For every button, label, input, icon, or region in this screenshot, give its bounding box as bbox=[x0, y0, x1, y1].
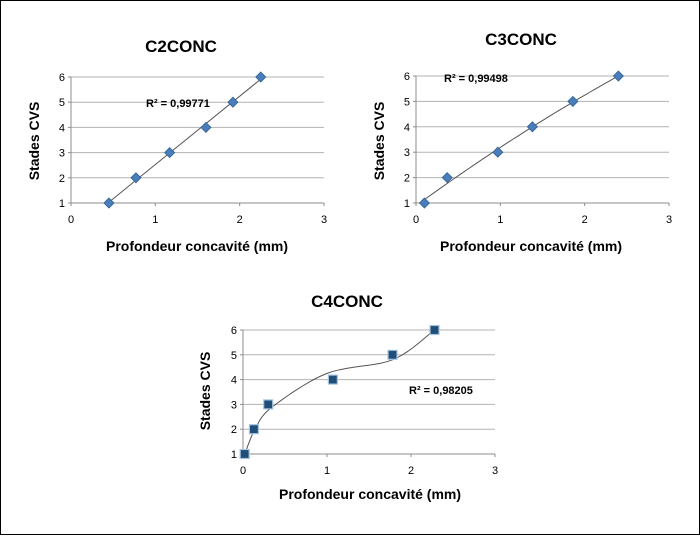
chart-title: C4CONC bbox=[311, 292, 383, 311]
x-tick-label: 2 bbox=[582, 214, 588, 226]
x-axis-label: Profondeur concavité (mm) bbox=[106, 238, 288, 254]
data-point bbox=[130, 172, 142, 184]
x-tick-label: 3 bbox=[666, 214, 672, 226]
x-tick-label: 0 bbox=[240, 465, 246, 477]
data-point bbox=[255, 71, 267, 83]
y-tick-label: 2 bbox=[404, 173, 410, 185]
x-tick-label: 1 bbox=[497, 214, 503, 226]
data-point bbox=[248, 424, 260, 435]
y-tick-label: 1 bbox=[404, 198, 410, 210]
data-point bbox=[103, 197, 115, 209]
y-tick-label: 1 bbox=[59, 198, 65, 210]
y-tick-label: 2 bbox=[231, 424, 237, 436]
y-tick-label: 4 bbox=[59, 122, 65, 134]
y-tick-label: 1 bbox=[231, 449, 237, 461]
data-point bbox=[492, 146, 504, 158]
y-axis-label: Stades CVS bbox=[26, 102, 42, 181]
data-point bbox=[327, 374, 338, 385]
data-point bbox=[441, 172, 453, 184]
y-tick-label: 4 bbox=[404, 122, 410, 134]
x-tick-label: 2 bbox=[237, 214, 243, 226]
data-point bbox=[429, 324, 440, 336]
y-axis-label: Stades CVS bbox=[197, 352, 213, 431]
x-tick-label: 3 bbox=[321, 214, 327, 226]
x-axis-label: Profondeur concavité (mm) bbox=[440, 238, 622, 254]
y-tick-label: 3 bbox=[59, 148, 65, 160]
y-axis-label: Stades CVS bbox=[371, 102, 387, 181]
x-axis-label: Profondeur concavité (mm) bbox=[279, 486, 461, 502]
y-tick-label: 5 bbox=[231, 350, 237, 362]
x-tick-label: 1 bbox=[324, 465, 330, 477]
data-point bbox=[387, 349, 398, 360]
y-tick-label: 5 bbox=[404, 96, 410, 108]
y-tick-label: 6 bbox=[231, 325, 237, 337]
x-tick-label: 2 bbox=[408, 465, 414, 477]
trendline bbox=[424, 75, 619, 201]
data-point bbox=[239, 448, 250, 460]
y-tick-label: 3 bbox=[404, 147, 410, 159]
data-point bbox=[200, 121, 212, 133]
trendline bbox=[106, 77, 263, 204]
x-tick-label: 1 bbox=[152, 214, 158, 226]
x-tick-label: 3 bbox=[492, 465, 498, 477]
r-squared-label: R² = 0,99771 bbox=[146, 98, 210, 110]
y-tick-label: 5 bbox=[59, 97, 65, 109]
chart-title: C2CONC bbox=[145, 37, 217, 56]
y-tick-label: 2 bbox=[59, 173, 65, 185]
r-squared-label: R² = 0,99498 bbox=[444, 73, 508, 85]
y-tick-label: 6 bbox=[404, 71, 410, 83]
data-point bbox=[227, 96, 239, 108]
y-tick-label: 6 bbox=[59, 72, 65, 84]
x-tick-label: 0 bbox=[413, 214, 419, 226]
trendline bbox=[244, 329, 435, 455]
y-tick-label: 4 bbox=[231, 375, 237, 387]
data-point bbox=[263, 399, 274, 410]
chart-title: C3CONC bbox=[485, 30, 557, 49]
data-point bbox=[418, 197, 430, 209]
y-tick-label: 3 bbox=[231, 399, 237, 411]
r-squared-label: R² = 0,98205 bbox=[409, 385, 473, 397]
x-tick-label: 0 bbox=[68, 214, 74, 226]
data-point bbox=[526, 121, 538, 133]
data-point bbox=[612, 70, 624, 82]
data-point bbox=[164, 147, 176, 159]
data-point bbox=[567, 95, 579, 107]
